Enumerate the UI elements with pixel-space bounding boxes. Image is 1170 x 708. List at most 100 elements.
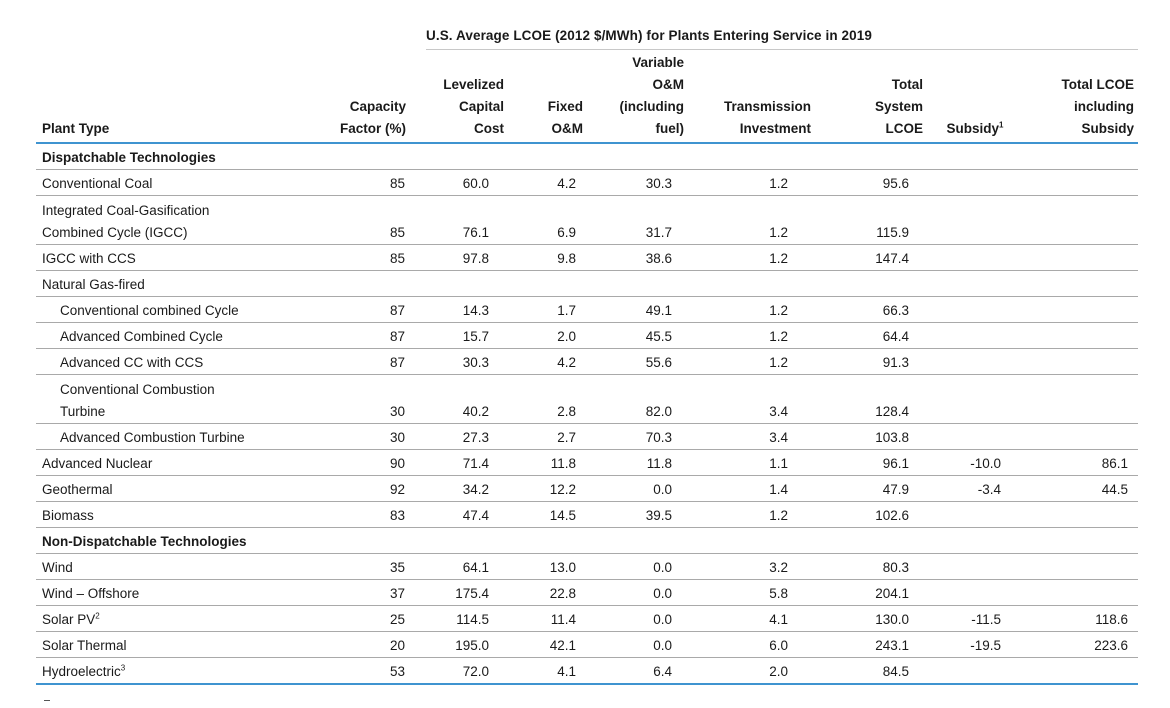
plant-type-cell: IGCC with CCS	[36, 244, 300, 271]
column-header-line: Transmission	[723, 99, 811, 114]
plant-type-cell: Advanced CC with CCS	[36, 348, 300, 375]
value-cell: 83	[300, 501, 410, 528]
value-cell	[1023, 579, 1138, 606]
value-cell	[927, 244, 1023, 271]
table-super-title: U.S. Average LCOE (2012 $/MWh) for Plant…	[426, 28, 872, 43]
plant-type-label: Conventional Coal	[42, 176, 153, 191]
footnote-superscript: 1	[999, 120, 1004, 130]
value-cell: 1.2	[688, 501, 815, 528]
value-cell: 15.7	[410, 322, 508, 349]
column-header-variable-o-m-including-fuel: Variable O&M (including fuel)	[587, 52, 688, 144]
footnote-superscript: 3	[120, 663, 126, 673]
value-cell: 64.4	[815, 322, 927, 349]
value-cell: 0.0	[587, 579, 688, 606]
plant-type-line: Turbine	[60, 404, 106, 419]
plant-type-label: Advanced Nuclear	[42, 456, 153, 471]
table-row: Wind 35 64.1 13.0 0.0 3.2 80.3	[36, 553, 1138, 580]
value-cell: 82.0	[587, 374, 688, 424]
value-cell	[1023, 244, 1138, 271]
plant-type-cell: Solar Thermal	[36, 631, 300, 658]
column-header-line: Subsidy	[1081, 121, 1134, 136]
table-row: Conventional Coal 85 60.0 4.2 30.3 1.2 95.6	[36, 169, 1138, 196]
table-row: Advanced CC with CCS 87 30.3 4.2 55.6 1.2 91.3	[36, 348, 1138, 375]
section-label: Dispatchable Technologies	[36, 143, 1138, 170]
value-cell: 223.6	[1023, 631, 1138, 658]
plant-type-label: Solar PV	[42, 612, 96, 627]
value-cell: 71.4	[410, 449, 508, 476]
table-row: Conventional combined Cycle 87 14.3 1.7 49.1…	[36, 296, 1138, 323]
column-header-line: Fixed	[547, 99, 583, 114]
value-cell: 35	[300, 553, 410, 580]
super-title-rule	[426, 49, 1138, 50]
value-cell: 204.1	[815, 579, 927, 606]
footnote-superscript: 2	[95, 611, 100, 621]
value-cell	[1023, 553, 1138, 580]
value-cell: 31.7	[587, 195, 688, 245]
plant-type-cell: Advanced Combustion Turbine	[36, 423, 300, 450]
table-row: Wind – Offshore 37 175.4 22.8 0.0 5.8 204.1	[36, 579, 1138, 606]
value-cell: 64.1	[410, 553, 508, 580]
value-cell	[1023, 322, 1138, 349]
value-cell	[927, 374, 1023, 424]
plant-type-label: Hydroelectric	[42, 664, 121, 679]
value-cell: 87	[300, 296, 410, 323]
plant-type-label: IGCC with CCS	[42, 251, 136, 266]
value-cell: 2.0	[508, 322, 587, 349]
plant-type-label: Conventional combined Cycle	[60, 303, 239, 318]
column-header-capacity-factor: Capacity Factor (%)	[300, 52, 410, 144]
plant-type-cell: Wind – Offshore	[36, 579, 300, 606]
value-cell: 147.4	[815, 244, 927, 271]
value-cell: 39.5	[587, 501, 688, 528]
section-row: Non-Dispatchable Technologies	[36, 527, 1138, 554]
value-cell	[1023, 374, 1138, 424]
value-cell: 0.0	[587, 605, 688, 632]
value-cell	[927, 195, 1023, 245]
value-cell: 11.8	[587, 449, 688, 476]
value-cell: 4.2	[508, 348, 587, 375]
table-row: Conventional Combustion Turbine 30 40.2 2.8 8…	[36, 374, 1138, 424]
value-cell: 4.1	[508, 657, 587, 685]
column-header-plant-type: Plant Type	[36, 52, 300, 144]
column-header-levelized-capital-cost: Levelized Capital Cost	[410, 52, 508, 144]
value-cell: 4.1	[688, 605, 815, 632]
value-cell: 55.6	[587, 348, 688, 375]
value-cell: 1.2	[688, 296, 815, 323]
value-cell: 25	[300, 605, 410, 632]
table-row: Advanced Combined Cycle 87 15.7 2.0 45.5 1.2 6…	[36, 322, 1138, 349]
value-cell: 13.0	[508, 553, 587, 580]
value-cell: 40.2	[410, 374, 508, 424]
value-cell: 85	[300, 195, 410, 245]
value-cell: 14.3	[410, 296, 508, 323]
plant-type-label: Wind – Offshore	[42, 586, 140, 601]
value-cell: 76.1	[410, 195, 508, 245]
plant-type-cell: Wind	[36, 553, 300, 580]
column-header-line: Cost	[474, 121, 504, 136]
column-header-transmission-investment: Transmission Investment	[688, 52, 815, 144]
plant-type-label: Advanced CC with CCS	[60, 355, 204, 370]
value-cell: 0.0	[587, 631, 688, 658]
value-cell: 87	[300, 348, 410, 375]
column-header-line: System	[874, 99, 923, 114]
value-cell: 91.3	[815, 348, 927, 375]
value-cell: 27.3	[410, 423, 508, 450]
plant-type-label: Biomass	[42, 508, 94, 523]
value-cell: 95.6	[815, 169, 927, 196]
value-cell: -19.5	[927, 631, 1023, 658]
value-cell: 34.2	[410, 475, 508, 502]
lcoe-table: Plant Type Capacity Factor (%) Levelized Cap…	[36, 52, 1138, 685]
value-cell: 12.2	[508, 475, 587, 502]
value-cell: 1.7	[508, 296, 587, 323]
plant-type-cell: Conventional combined Cycle	[36, 296, 300, 323]
table-body: Dispatchable Technologies Conventional Co…	[36, 143, 1138, 685]
value-cell: 0.0	[587, 553, 688, 580]
value-cell: 80.3	[815, 553, 927, 580]
value-cell	[1023, 296, 1138, 323]
value-cell: 22.8	[508, 579, 587, 606]
value-cell: -11.5	[927, 605, 1023, 632]
value-cell: 118.6	[1023, 605, 1138, 632]
value-cell: 49.1	[587, 296, 688, 323]
column-header-line: Capital	[458, 99, 504, 114]
value-cell: 37	[300, 579, 410, 606]
table-row: Geothermal 92 34.2 12.2 0.0 1.4 47.9 -3.4 44.5	[36, 475, 1138, 502]
column-header-line: (including	[619, 99, 685, 114]
